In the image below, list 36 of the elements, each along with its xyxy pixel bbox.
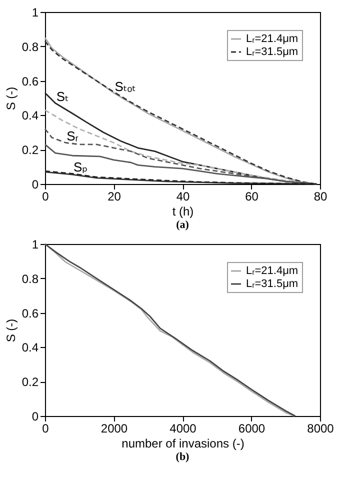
annotation: Sᵣ	[66, 128, 78, 144]
x-tick-label: 60	[245, 190, 259, 204]
y-axis-title: S (-)	[4, 86, 18, 110]
y-axis-title: S (-)	[4, 318, 18, 342]
legend-label: Lᵣ=21.4μm	[246, 265, 298, 277]
legend-label: Lᵣ=31.5μm	[246, 278, 298, 290]
text: (a)	[176, 219, 190, 231]
x-tick-label: 6000	[238, 422, 266, 436]
y-tick-label: 0.8	[22, 40, 39, 54]
y-tick-label: 0	[32, 410, 39, 424]
y-tick-label: 0.2	[22, 143, 39, 158]
y-tick-label: 0.4	[22, 108, 39, 123]
y-tick-label: 0.6	[22, 74, 39, 88]
annotation: Sₜₒₜ	[114, 78, 136, 94]
legend-label: Lᵣ=21.4μm	[246, 33, 298, 45]
legend-label: Lᵣ=31.5μm	[246, 46, 298, 58]
y-tick-label: 0	[32, 178, 39, 192]
y-tick-label: 0.4	[22, 340, 39, 355]
x-tick-label: 0	[42, 190, 50, 204]
y-tick-label: 0.6	[22, 306, 39, 320]
y-tick-label: 1	[32, 6, 39, 20]
x-axis-title: t (h)	[172, 204, 194, 218]
annotation: Sₜ	[56, 89, 69, 104]
y-tick-label: 0.2	[22, 375, 39, 390]
x-tick-label: 0	[42, 422, 50, 436]
x-tick-label: 2000	[100, 422, 128, 436]
x-tick-label: 20	[108, 190, 122, 204]
text: (b)	[176, 451, 190, 463]
x-axis-title: number of invasions (-)	[122, 436, 244, 450]
x-tick-label: 4000	[170, 422, 197, 436]
y-tick-label: 1	[32, 238, 39, 252]
x-tick-label: 8000	[307, 422, 334, 436]
annotation: Sₚ	[74, 160, 88, 175]
x-tick-label: 40	[176, 190, 190, 204]
x-tick-label: 80	[314, 190, 328, 204]
y-tick-label: 0.8	[22, 272, 39, 286]
